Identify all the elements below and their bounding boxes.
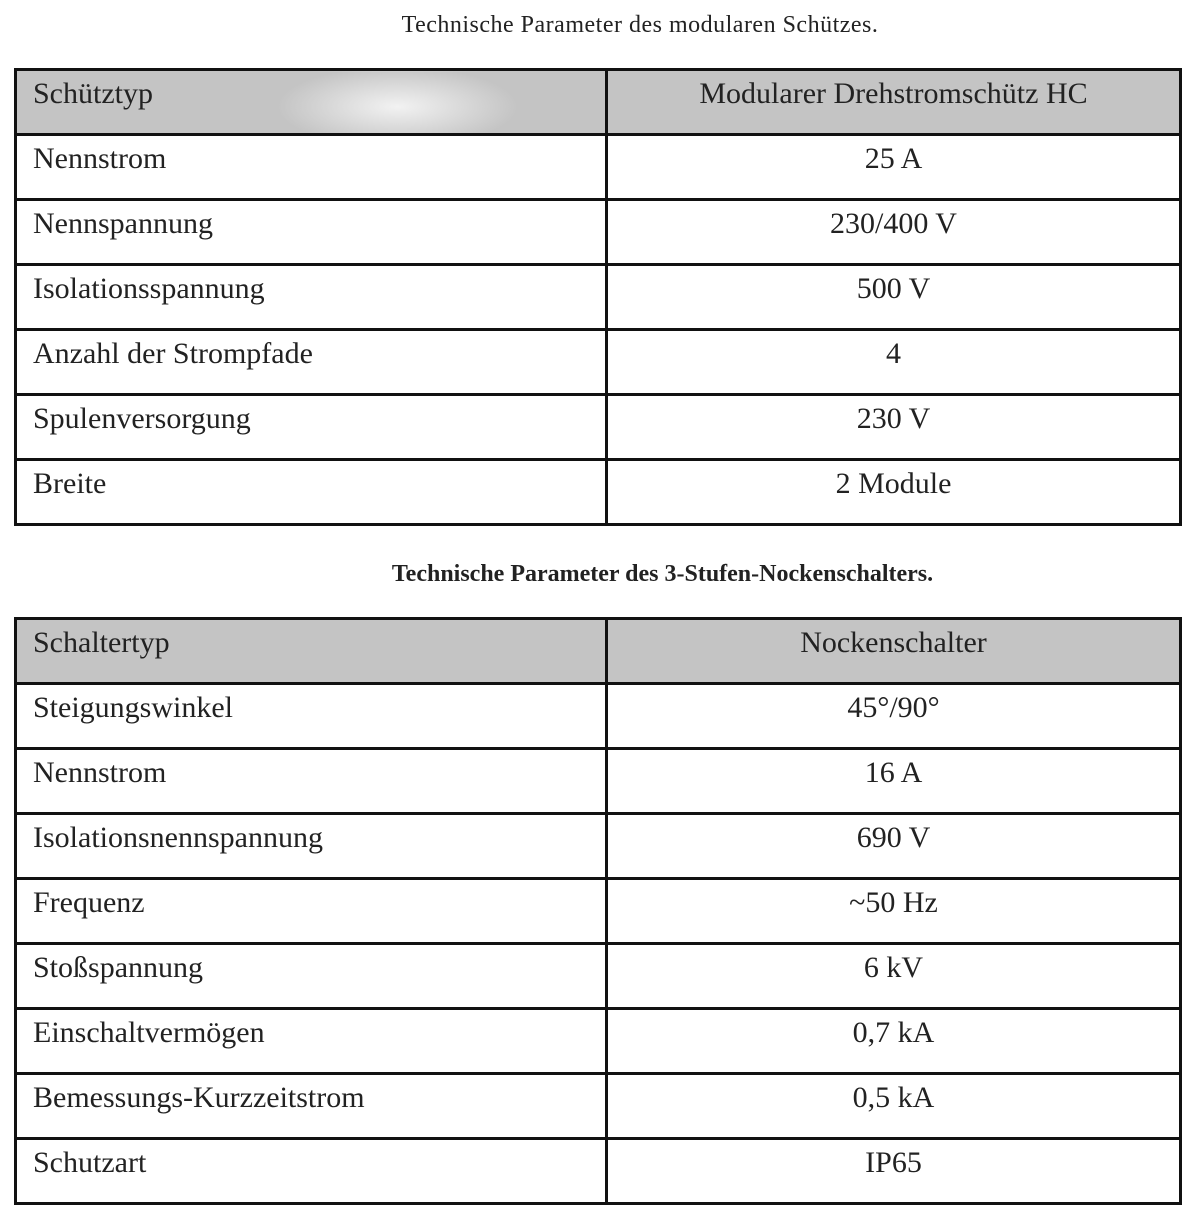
parameter-name-cell: Einschaltvermögen: [14, 1007, 608, 1075]
parameter-name-cell: Nennstrom: [14, 133, 608, 201]
table-row: Nennstrom 16 A: [14, 747, 1182, 815]
table-2-title: Technische Parameter des 3-Stufen-Nocken…: [391, 561, 934, 587]
header-cell-value: Modularer Drehstromschütz HC: [605, 68, 1182, 136]
parameter-name-cell: Steigungswinkel: [14, 682, 608, 750]
parameter-value-cell: 230 V: [605, 393, 1182, 461]
parameter-value-cell: 690 V: [605, 812, 1182, 880]
header-cell-parameter: Schütztyp: [14, 68, 608, 136]
parameter-name-cell: Anzahl der Strompfade: [14, 328, 608, 396]
table-row: Breite 2 Module: [14, 458, 1182, 526]
table-row: Isolationsspannung 500 V: [14, 263, 1182, 331]
parameter-value-cell: 6 kV: [605, 942, 1182, 1010]
parameter-value-cell: 500 V: [605, 263, 1182, 331]
parameter-value-cell: 0,7 kA: [605, 1007, 1182, 1075]
parameter-value-cell: 0,5 kA: [605, 1072, 1182, 1140]
parameter-name-cell: Spulenversorgung: [14, 393, 608, 461]
table-1-title: Technische Parameter des modularen Schüt…: [401, 12, 879, 38]
table-row: Stoßspannung 6 kV: [14, 942, 1182, 1010]
parameter-value-cell: 45°/90°: [605, 682, 1182, 750]
table-row: Bemessungs-Kurzzeitstrom 0,5 kA: [14, 1072, 1182, 1140]
parameter-name-cell: Stoßspannung: [14, 942, 608, 1010]
table-row: Schutzart IP65: [14, 1137, 1182, 1205]
parameter-value-cell: 25 A: [605, 133, 1182, 201]
table-row: Steigungswinkel 45°/90°: [14, 682, 1182, 750]
parameter-value-cell: IP65: [605, 1137, 1182, 1205]
contactor-parameters-table: Schütztyp Modularer Drehstromschütz HC Nen…: [14, 68, 1182, 526]
parameter-name-cell: Nennspannung: [14, 198, 608, 266]
table-row: Anzahl der Strompfade 4: [14, 328, 1182, 396]
table-row: Nennstrom 25 A: [14, 133, 1182, 201]
table-header-row: Schütztyp Modularer Drehstromschütz HC: [14, 68, 1182, 136]
parameter-value-cell: ~50 Hz: [605, 877, 1182, 945]
parameter-value-cell: 230/400 V: [605, 198, 1182, 266]
parameter-value-cell: 4: [605, 328, 1182, 396]
parameter-name-cell: Isolationsspannung: [14, 263, 608, 331]
parameter-name-cell: Schutzart: [14, 1137, 608, 1205]
table-row: Einschaltvermögen 0,7 kA: [14, 1007, 1182, 1075]
parameter-name-cell: Isolationsnennspannung: [14, 812, 608, 880]
table-row: Isolationsnennspannung 690 V: [14, 812, 1182, 880]
table-header-row: Schaltertyp Nockenschalter: [14, 617, 1182, 685]
table-row: Spulenversorgung 230 V: [14, 393, 1182, 461]
table-row: Nennspannung 230/400 V: [14, 198, 1182, 266]
parameter-value-cell: 2 Module: [605, 458, 1182, 526]
parameter-value-cell: 16 A: [605, 747, 1182, 815]
parameter-name-cell: Frequenz: [14, 877, 608, 945]
parameter-name-cell: Breite: [14, 458, 608, 526]
header-cell-parameter: Schaltertyp: [14, 617, 608, 685]
cam-switch-parameters-table: Schaltertyp Nockenschalter Steigungswinkel…: [14, 617, 1182, 1205]
table-row: Frequenz ~50 Hz: [14, 877, 1182, 945]
header-cell-value: Nockenschalter: [605, 617, 1182, 685]
parameter-name-cell: Nennstrom: [14, 747, 608, 815]
parameter-name-cell: Bemessungs-Kurzzeitstrom: [14, 1072, 608, 1140]
